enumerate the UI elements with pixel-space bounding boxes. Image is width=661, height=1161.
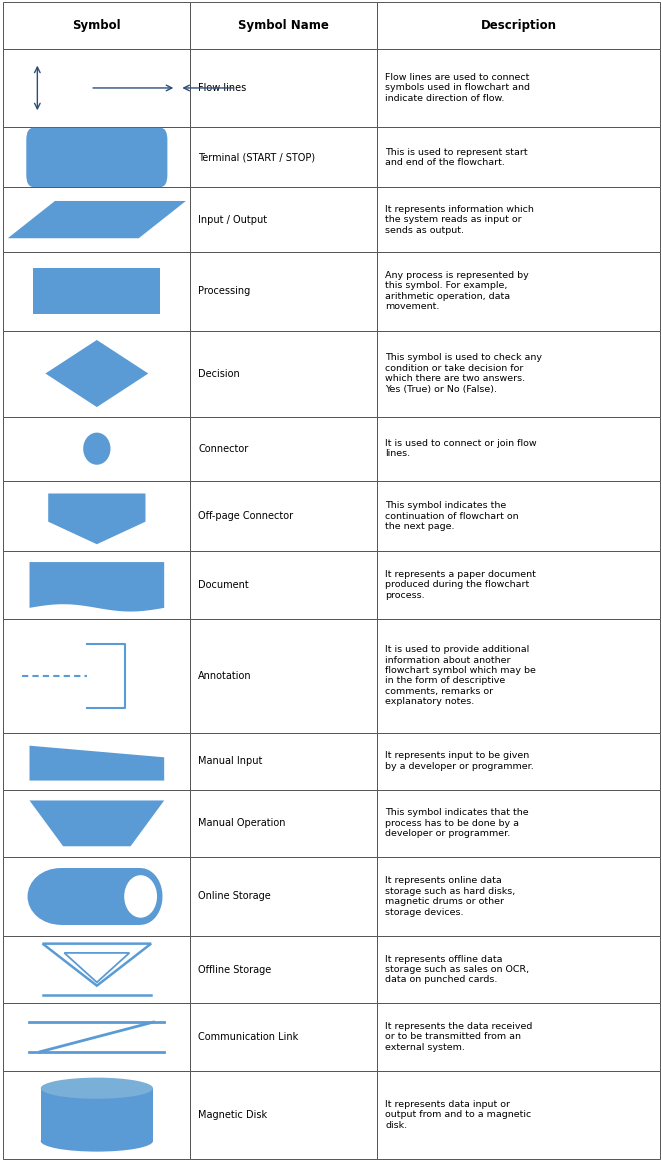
Bar <box>190 1003 377 1070</box>
Bar <box>377 551 660 619</box>
Text: Annotation: Annotation <box>198 671 252 680</box>
Text: It is used to connect or join flow
lines.: It is used to connect or join flow lines… <box>385 439 537 459</box>
Bar <box>377 331 660 417</box>
Bar <box>190 936 377 1003</box>
Bar <box>377 936 660 1003</box>
Bar <box>3 619 190 733</box>
Text: Communication Link: Communication Link <box>198 1032 299 1041</box>
Bar <box>3 733 190 789</box>
Text: This symbol is used to check any
condition or take decision for
which there are : This symbol is used to check any conditi… <box>385 353 543 394</box>
Bar <box>377 252 660 331</box>
Bar <box>377 1070 660 1159</box>
Text: This is used to represent start
and end of the flowchart.: This is used to represent start and end … <box>385 147 528 167</box>
FancyBboxPatch shape <box>26 128 167 187</box>
Polygon shape <box>46 340 148 408</box>
Ellipse shape <box>28 868 93 925</box>
Polygon shape <box>141 868 163 925</box>
Text: Online Storage: Online Storage <box>198 892 271 901</box>
Bar <box>377 481 660 551</box>
Bar <box>377 619 660 733</box>
Bar <box>3 2 190 49</box>
Text: This symbol indicates that the
process has to be done by a
developer or programm: This symbol indicates that the process h… <box>385 808 529 838</box>
Text: Offline Storage: Offline Storage <box>198 965 272 974</box>
Text: It represents a paper document
produced during the flowchart
process.: It represents a paper document produced … <box>385 570 536 600</box>
Text: Flow lines: Flow lines <box>198 82 247 93</box>
Text: This symbol indicates the
continuation of flowchart on
the next page.: This symbol indicates the continuation o… <box>385 502 519 531</box>
Bar <box>377 2 660 49</box>
Bar <box>3 252 190 331</box>
Bar <box>377 49 660 128</box>
Bar <box>3 417 190 481</box>
Bar <box>190 49 377 128</box>
Text: Manual Input: Manual Input <box>198 756 262 766</box>
Bar <box>377 789 660 857</box>
Bar <box>60 868 141 925</box>
Bar <box>3 857 190 936</box>
Bar <box>377 1003 660 1070</box>
Text: Magnetic Disk: Magnetic Disk <box>198 1110 268 1119</box>
Text: Symbol: Symbol <box>73 19 121 33</box>
Bar <box>190 128 377 187</box>
Text: Decision: Decision <box>198 368 240 378</box>
Bar <box>190 733 377 789</box>
Bar <box>377 417 660 481</box>
Bar <box>3 331 190 417</box>
Polygon shape <box>30 800 164 846</box>
Bar <box>3 936 190 1003</box>
Bar <box>377 128 660 187</box>
Bar <box>190 2 377 49</box>
Bar <box>190 789 377 857</box>
Bar <box>3 551 190 619</box>
Ellipse shape <box>83 433 110 464</box>
Bar <box>3 1070 190 1159</box>
Text: Processing: Processing <box>198 286 251 296</box>
Text: Terminal (START / STOP): Terminal (START / STOP) <box>198 152 315 163</box>
Text: It represents data input or
output from and to a magnetic
disk.: It represents data input or output from … <box>385 1099 531 1130</box>
Bar <box>3 128 190 187</box>
Bar <box>190 187 377 252</box>
Polygon shape <box>30 562 164 612</box>
Text: Connector: Connector <box>198 444 249 454</box>
Bar <box>190 417 377 481</box>
Text: It is used to provide additional
information about another
flowchart symbol whic: It is used to provide additional informa… <box>385 646 536 706</box>
Polygon shape <box>8 201 186 238</box>
Text: It represents information which
the system reads as input or
sends as output.: It represents information which the syst… <box>385 204 534 235</box>
Ellipse shape <box>124 875 157 917</box>
Text: Description: Description <box>481 19 557 33</box>
Text: Document: Document <box>198 580 249 590</box>
Bar <box>41 1088 153 1141</box>
Text: Manual Operation: Manual Operation <box>198 819 286 828</box>
Text: Input / Output: Input / Output <box>198 215 268 224</box>
Bar <box>190 481 377 551</box>
Text: Off-page Connector: Off-page Connector <box>198 511 293 521</box>
Bar <box>33 268 161 313</box>
Polygon shape <box>48 493 145 545</box>
Text: Symbol Name: Symbol Name <box>239 19 329 33</box>
Text: Any process is represented by
this symbol. For example,
arithmetic operation, da: Any process is represented by this symbo… <box>385 271 529 311</box>
Bar <box>3 187 190 252</box>
Bar <box>3 49 190 128</box>
Ellipse shape <box>41 1077 153 1098</box>
Polygon shape <box>30 745 164 780</box>
Bar <box>3 481 190 551</box>
Bar <box>3 1003 190 1070</box>
Text: It represents online data
storage such as hard disks,
magnetic drums or other
st: It represents online data storage such a… <box>385 877 516 916</box>
Bar <box>190 857 377 936</box>
Bar <box>377 857 660 936</box>
Bar <box>377 733 660 789</box>
Bar <box>377 187 660 252</box>
Text: It represents input to be given
by a developer or programmer.: It represents input to be given by a dev… <box>385 751 534 771</box>
Bar <box>190 619 377 733</box>
Bar <box>190 331 377 417</box>
Bar <box>190 1070 377 1159</box>
Bar <box>190 252 377 331</box>
Text: It represents offline data
storage such as sales on OCR,
data on punched cards.: It represents offline data storage such … <box>385 954 529 985</box>
Text: It represents the data received
or to be transmitted from an
external system.: It represents the data received or to be… <box>385 1022 533 1052</box>
Bar <box>190 551 377 619</box>
Ellipse shape <box>41 1131 153 1152</box>
Bar <box>3 789 190 857</box>
Text: Flow lines are used to connect
symbols used in flowchart and
indicate direction : Flow lines are used to connect symbols u… <box>385 73 530 103</box>
